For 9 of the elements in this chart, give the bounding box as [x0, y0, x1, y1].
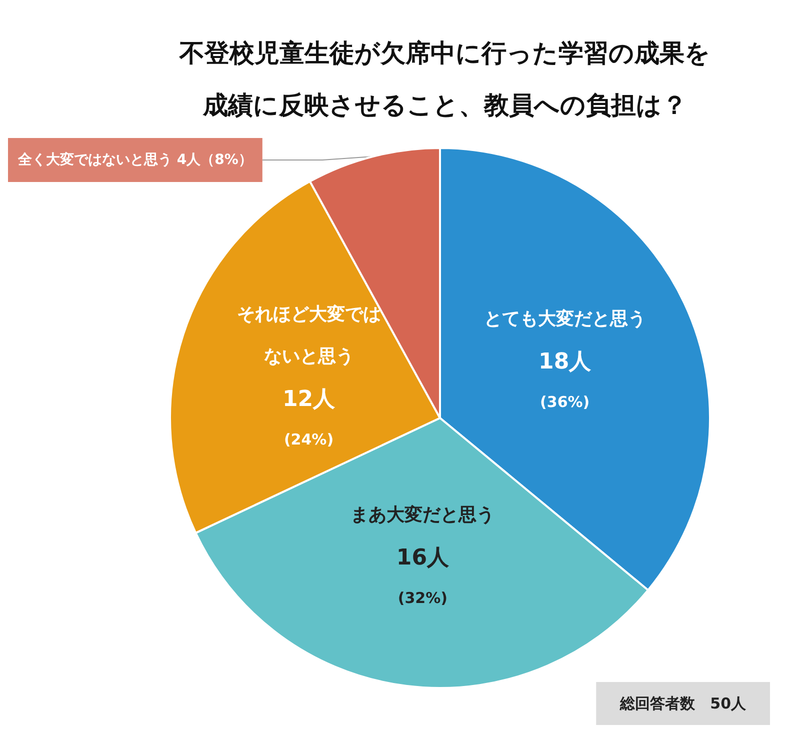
slice-label: 全く大変ではないと思う 4人（8%）	[17, 151, 252, 168]
slice-label: まあ大変だと思う	[350, 504, 495, 526]
text: 総回答者数 50人	[619, 694, 747, 712]
slice-label: とても大変だと思う	[484, 308, 646, 330]
data-label: 12人 (24%)	[282, 386, 336, 448]
chart-title: 不登校児童生徒が欠席中に行った学習の成果を成績に反映させること、教員への負担は？	[178, 38, 710, 120]
data-label: 16人 (32%)	[396, 545, 450, 607]
data-label: 18人 (36%)	[538, 350, 592, 412]
slice-label: それほど大変ではないと思う	[236, 304, 381, 367]
